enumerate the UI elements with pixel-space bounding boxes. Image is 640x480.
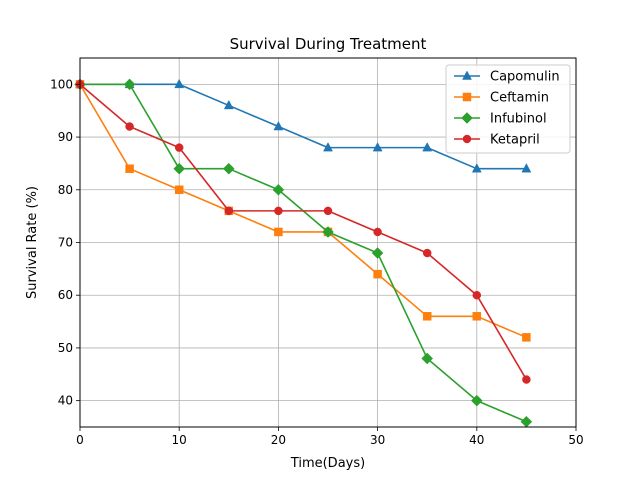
data-point-ceftamin [125,164,134,173]
x-tick-label: 50 [568,433,583,447]
data-point-capomulin [223,99,234,110]
legend-item-infubinol: Infubinol [454,112,547,127]
data-point-ceftamin [422,312,432,321]
data-point-ketapril [224,206,234,216]
y-tick-label: 60 [58,288,73,302]
series-line-ceftamin [79,83,527,339]
y-tick-label: 90 [58,130,73,144]
legend-label-capomulin: Capomulin [490,70,560,85]
data-point-ketapril [522,375,531,384]
data-point-ketapril [373,227,382,237]
data-point-ketapril [274,206,283,216]
data-point-ceftamin [522,333,531,342]
x-tick-label: 20 [271,433,286,447]
data-point-ceftamin [472,312,482,321]
data-point-capomulin [471,163,482,173]
legend-box [445,64,571,154]
legend-label-infubinol: Infubinol [490,112,547,127]
y-tick-label: 50 [58,341,73,355]
data-point-infubinol [123,78,136,91]
data-point-ketapril [125,122,134,131]
y-axis-label: Survival Rate (%) [25,186,40,299]
axis-ticks: 0 10 20 30 40 50 40 50 60 70 80 90 100 [50,77,584,447]
legend-marker-capomulin [462,70,472,80]
data-point-infubinol [272,183,285,196]
x-tick-label: 40 [469,433,484,447]
legend-item-ketapril: Ketapril [454,133,540,148]
data-point-ketapril [323,206,333,216]
data-point-ketapril [472,290,482,300]
x-tick-label: 30 [370,433,385,447]
legend-item-capomulin: Capomulin [454,70,560,85]
series-line-ketapril [79,83,528,380]
data-point-capomulin [174,78,185,89]
data-point-ketapril [174,143,184,152]
data-point-capomulin [273,120,284,131]
data-point-infubinol [322,226,334,238]
legend-item-ceftamin: Ceftamin [454,91,549,106]
legend-marker-ceftamin [462,92,472,102]
grid [79,58,577,427]
x-axis-label: Time(Days) [290,456,365,471]
x-tick-label: 0 [76,433,84,447]
series-layer [74,78,533,428]
chart-title: Survival During Treatment [230,35,427,53]
data-point-infubinol [173,162,186,175]
data-point-ceftamin [373,269,382,279]
data-point-infubinol [470,394,483,407]
data-point-ceftamin [174,185,184,195]
y-tick-label: 70 [58,236,73,250]
data-point-ketapril [422,248,432,258]
legend-marker-infubinol [461,112,473,124]
data-point-infubinol [222,162,235,175]
data-point-infubinol [371,247,384,259]
data-point-ceftamin [274,227,283,237]
x-tick-label: 10 [172,433,187,447]
y-tick-label: 40 [58,394,73,408]
data-point-capomulin [372,142,383,152]
legend-label-ketapril: Ketapril [490,133,540,148]
series-line-capomulin [80,83,527,170]
legend: Capomulin Ceftamin Infubinol Ketapril [445,64,571,154]
data-point-infubinol [421,352,434,365]
data-point-capomulin [422,142,433,152]
data-point-capomulin [521,163,532,173]
y-tick-label: 100 [50,77,73,91]
data-point-capomulin [323,142,333,152]
legend-label-ceftamin: Ceftamin [490,91,549,106]
y-tick-label: 80 [58,183,73,197]
legend-marker-ketapril [462,134,472,144]
series-ketapril [75,80,531,384]
